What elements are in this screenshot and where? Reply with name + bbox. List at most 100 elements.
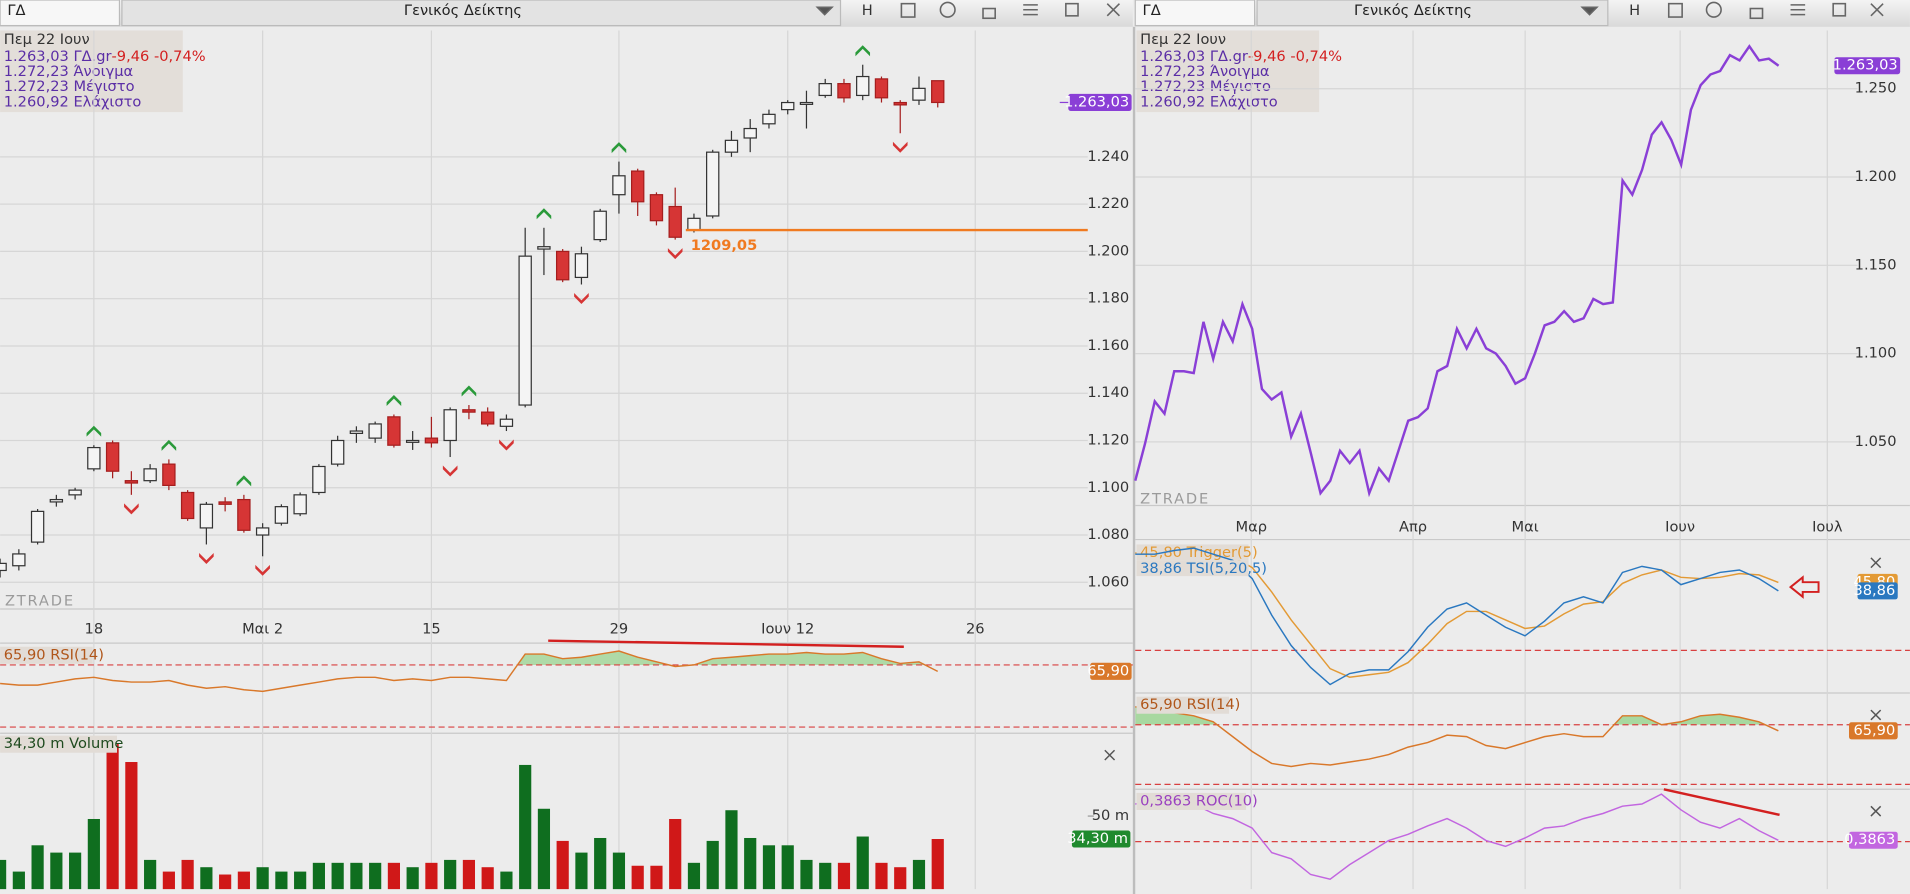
y-tick-label: 50 m bbox=[1092, 807, 1129, 824]
indicator-line bbox=[1135, 706, 1779, 768]
volume-bar bbox=[669, 818, 682, 890]
x-tick-label: Ιουν bbox=[1665, 518, 1695, 535]
info-price: 1.263,03 ΓΔ.gr-9,46 -0,74% bbox=[1140, 48, 1342, 65]
arrow-annotation bbox=[1788, 575, 1820, 599]
volume-bar bbox=[500, 871, 513, 890]
close-icon[interactable] bbox=[1106, 3, 1120, 17]
candle-body bbox=[724, 139, 739, 153]
volume-bar bbox=[762, 845, 776, 890]
volume-bar bbox=[575, 852, 588, 890]
watermark: ZTRADE bbox=[5, 593, 75, 610]
indicator-name: 45,80 Trigger(5) bbox=[1140, 544, 1258, 561]
close-icon[interactable] bbox=[1870, 3, 1884, 17]
right-tab[interactable] bbox=[1134, 0, 1256, 27]
info-high: 1.272,23 Μέγιστο bbox=[4, 78, 135, 95]
info-open: 1.272,23 Άνοιγμα bbox=[1140, 63, 1269, 80]
volume-bar bbox=[912, 859, 926, 890]
icon[interactable] bbox=[1705, 1, 1722, 18]
signal-up bbox=[611, 142, 627, 154]
y-tick-label: 1.180 bbox=[1087, 290, 1129, 307]
menu-icon[interactable] bbox=[1023, 4, 1038, 16]
x-tick-label: Μαι bbox=[1512, 518, 1539, 535]
value-tag-label: 34,30 m bbox=[1067, 830, 1128, 847]
y-tick-label: 1.160 bbox=[1087, 337, 1129, 354]
indicator-name-bg bbox=[0, 735, 118, 753]
h-button[interactable]: H bbox=[862, 2, 873, 19]
volume-bar bbox=[294, 871, 307, 890]
y-tick-label: 1.200 bbox=[1855, 168, 1897, 185]
dropdown-arrow[interactable] bbox=[1580, 6, 1599, 16]
volume-bar bbox=[706, 840, 719, 890]
max-icon[interactable] bbox=[1832, 2, 1847, 17]
volume-bar bbox=[837, 862, 851, 890]
close-icon[interactable] bbox=[1870, 805, 1882, 817]
volume-bar bbox=[387, 862, 400, 890]
volume-bar bbox=[875, 862, 888, 890]
window-title: Γενικός Δείκτης bbox=[1354, 2, 1472, 19]
value-tag-label: 65,90 bbox=[1087, 662, 1129, 679]
candle-body bbox=[162, 463, 176, 486]
x-tick-label: Απρ bbox=[1399, 518, 1427, 535]
max-icon[interactable] bbox=[1065, 2, 1079, 17]
icon[interactable] bbox=[900, 2, 916, 18]
change-text: -9,46 -0,74% bbox=[1248, 48, 1342, 65]
value-tag bbox=[1849, 831, 1898, 849]
close-icon[interactable] bbox=[1870, 557, 1882, 569]
icon[interactable] bbox=[1667, 2, 1683, 18]
candle-body bbox=[368, 423, 382, 439]
value-tag bbox=[1857, 582, 1898, 600]
h-button[interactable]: H bbox=[1629, 2, 1640, 19]
info-low: 1.260,92 Ελάχιστο bbox=[1140, 93, 1278, 110]
tab-label[interactable]: ΓΔ bbox=[7, 2, 25, 19]
candle-body bbox=[499, 418, 514, 427]
value-tag bbox=[1071, 830, 1131, 848]
indicator-name-bg bbox=[1136, 696, 1230, 714]
candle-body bbox=[630, 170, 645, 203]
header-icons bbox=[815, 1, 1884, 20]
close-icon[interactable] bbox=[1870, 709, 1882, 721]
y-tick-label: 1.060 bbox=[1087, 573, 1129, 590]
signal-up bbox=[461, 385, 477, 397]
candle-body bbox=[237, 498, 251, 531]
volume-bar bbox=[612, 852, 626, 890]
lock-icon[interactable] bbox=[1749, 7, 1764, 20]
volume-bar bbox=[594, 837, 607, 890]
signal-down bbox=[892, 141, 908, 153]
signal-down bbox=[442, 465, 458, 477]
candle-body bbox=[12, 553, 26, 567]
close-icon[interactable] bbox=[1104, 749, 1116, 761]
volume-bar bbox=[406, 867, 419, 890]
dropdown-arrow[interactable] bbox=[815, 6, 834, 16]
menu-icon[interactable] bbox=[1790, 4, 1806, 16]
left-title-box[interactable] bbox=[121, 0, 842, 27]
tab-label[interactable]: ΓΔ bbox=[1143, 2, 1161, 19]
indicator-name-bg bbox=[0, 646, 93, 664]
indicator-name: 65,90 RSI(14) bbox=[4, 646, 104, 663]
info-box bbox=[1136, 30, 1320, 113]
x-tick-label: 18 bbox=[85, 621, 104, 638]
right-title-box[interactable] bbox=[1256, 0, 1609, 27]
left-tab[interactable] bbox=[0, 0, 121, 27]
volume-bar bbox=[444, 859, 457, 890]
x-tick-label: Μαι 2 bbox=[242, 621, 283, 638]
icon[interactable] bbox=[939, 1, 956, 18]
x-tick-label: Μαρ bbox=[1235, 518, 1267, 535]
volume-bar bbox=[650, 865, 663, 890]
indicator-line bbox=[1135, 793, 1779, 881]
lock-icon[interactable] bbox=[982, 7, 996, 20]
volume-bar bbox=[31, 845, 44, 890]
candle-body bbox=[874, 78, 889, 99]
volume-bar bbox=[894, 867, 907, 890]
info-date: Πεμ 22 Ιουν bbox=[4, 31, 90, 48]
indicator-name: 65,90 RSI(14) bbox=[1140, 696, 1240, 713]
signal-down bbox=[499, 439, 514, 451]
info-date: Πεμ 22 Ιουν bbox=[1140, 31, 1226, 48]
candle-body bbox=[612, 175, 626, 196]
volume-bar bbox=[200, 867, 213, 890]
y-tick-label: 1.100 bbox=[1855, 345, 1897, 362]
candle-body bbox=[743, 127, 757, 139]
volume-bar bbox=[800, 859, 813, 890]
window-title: Γενικός Δείκτης bbox=[404, 2, 522, 19]
candle-body bbox=[274, 506, 289, 524]
